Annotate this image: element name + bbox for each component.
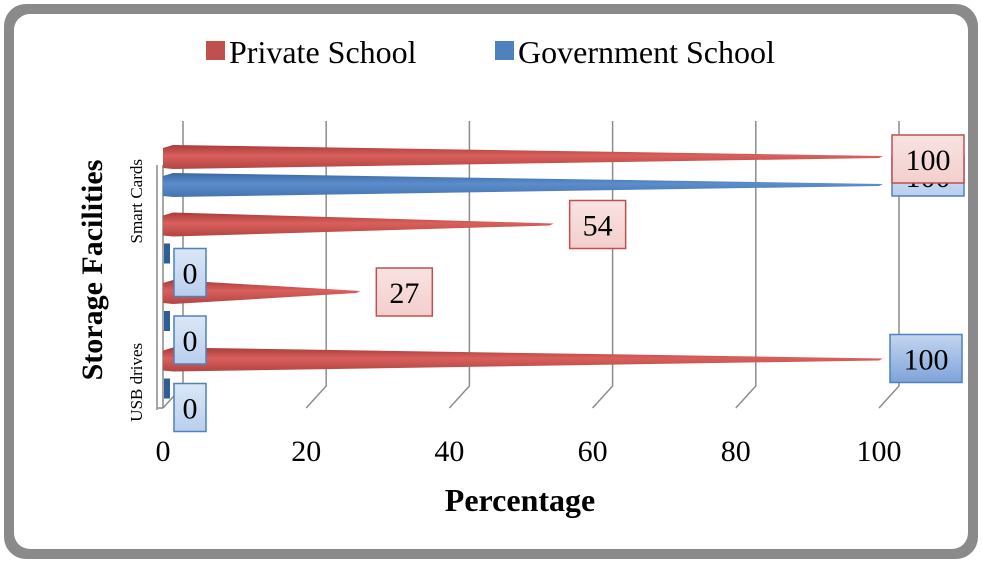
bar-government-stub: [164, 311, 170, 331]
bar-government-cone: [163, 173, 883, 197]
chart-frame: [4, 4, 978, 559]
bar-government-stub: [164, 243, 170, 264]
gridline: [735, 121, 757, 409]
y-category-label: USB drives: [127, 343, 146, 422]
label-private: 27: [375, 267, 434, 317]
data-labels: 0100027054100100: [173, 134, 965, 433]
label-private-box: [375, 267, 434, 317]
label-private-text: 27: [389, 277, 419, 310]
bar-private-cone: [163, 145, 883, 169]
bar-government: [164, 378, 170, 399]
legend: Private School Government School: [206, 34, 775, 70]
label-private: 100: [889, 333, 963, 384]
bar-private: [163, 347, 883, 372]
x-tick-label: 20: [291, 435, 321, 468]
x-tick-label: 80: [721, 435, 751, 468]
label-government-box: [173, 247, 207, 298]
bar-private: [163, 145, 883, 169]
bar-private-cone: [163, 347, 883, 372]
y-category-labels: USB drives Smart Cards: [127, 159, 146, 422]
gridline: [448, 121, 471, 409]
x-axis-title: Percentage: [445, 482, 595, 518]
gridline: [878, 121, 900, 409]
x-tick-label: 60: [578, 435, 608, 468]
y-axis-title: Storage Facilities: [76, 160, 109, 381]
label-private-box: [889, 333, 963, 384]
bar-private: [163, 280, 361, 304]
bar-government: [163, 173, 883, 197]
label-government: 0: [173, 382, 207, 433]
x-tick-labels: 0 20 40 60 80 100: [156, 435, 902, 468]
y-axis-line: [158, 165, 164, 409]
label-private-box: [891, 134, 965, 184]
label-private-text: 54: [583, 210, 613, 243]
label-government-text: 0: [183, 325, 198, 358]
legend-label-private: Private School: [229, 34, 417, 70]
legend-item-private: Private School: [206, 34, 417, 70]
label-private-text: 100: [906, 144, 951, 177]
bar-government: [164, 311, 170, 331]
label-government-box: [173, 315, 207, 365]
bar-private-cone: [163, 280, 361, 304]
x-tick-label: 100: [857, 435, 902, 468]
label-government-text: 0: [183, 258, 198, 291]
label-private-box: [568, 199, 627, 250]
label-government: 0: [173, 315, 207, 365]
gridline: [305, 121, 327, 409]
x-tick-label: 0: [156, 435, 171, 468]
label-private-text: 100: [904, 344, 949, 377]
label-private: 54: [568, 199, 627, 250]
label-private: 100: [891, 134, 965, 184]
x-tick-label: 40: [434, 435, 464, 468]
gridline: [592, 121, 614, 409]
label-government-box: [173, 382, 207, 433]
bar-private-cone: [163, 212, 554, 237]
bar-private: [163, 212, 554, 237]
y-category-label: Smart Cards: [127, 159, 146, 244]
legend-swatch-government: [495, 41, 514, 60]
label-government: 0: [173, 247, 207, 298]
legend-swatch-private: [206, 41, 225, 60]
bar-government-stub: [164, 378, 170, 399]
bars: [163, 145, 883, 399]
bar-government: [164, 243, 170, 264]
plot-area: [156, 165, 164, 410]
gridlines: [162, 121, 900, 409]
label-government-text: 0: [183, 393, 198, 426]
legend-item-government: Government School: [495, 34, 775, 70]
legend-label-government: Government School: [518, 34, 775, 70]
